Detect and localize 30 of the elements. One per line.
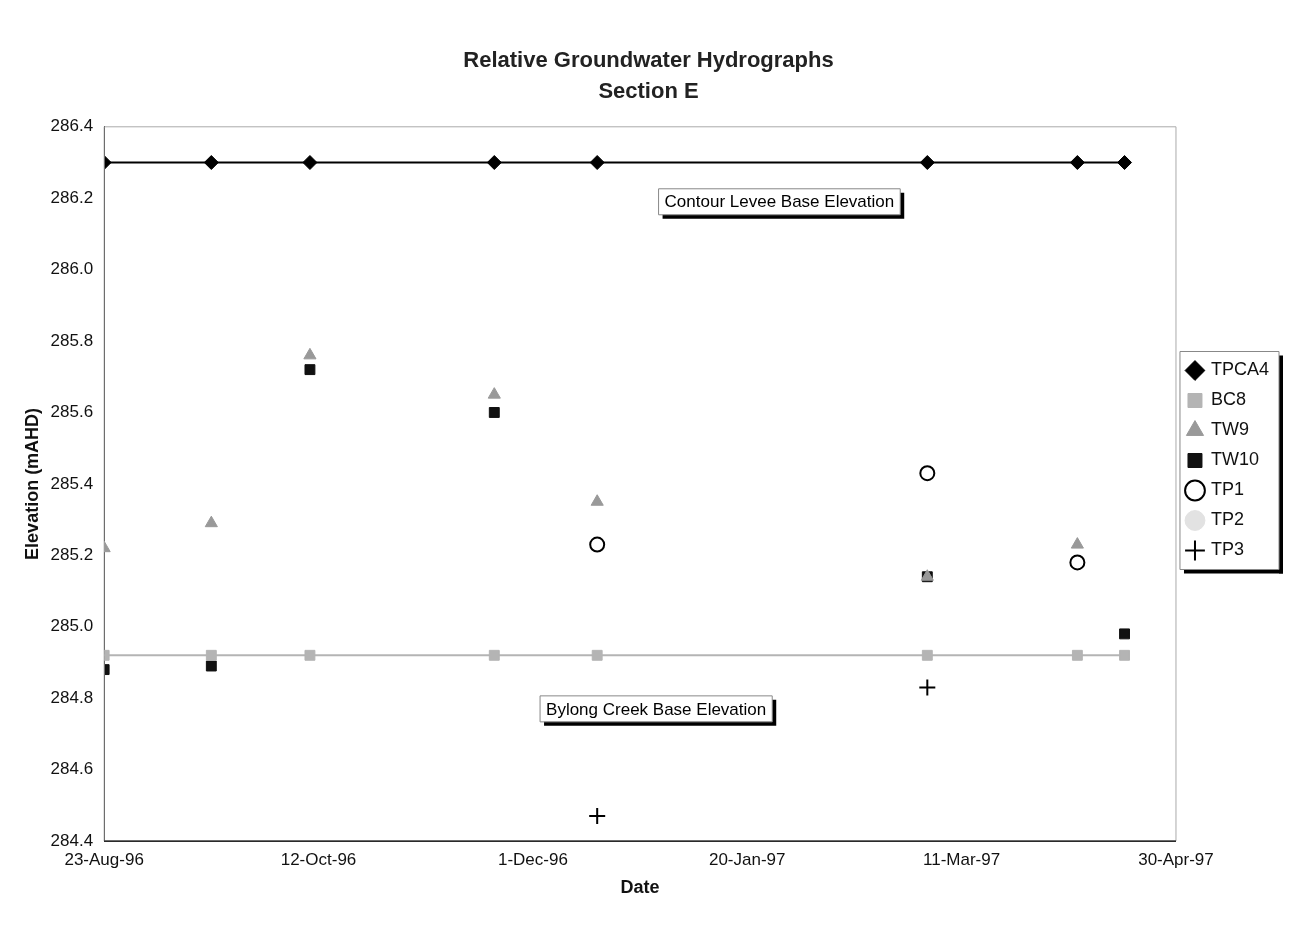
- y-tick-label: 285.8: [50, 330, 94, 350]
- x-tick-label: 30-Apr-97: [1138, 849, 1214, 869]
- x-tick-label: 20-Jan-97: [708, 849, 786, 869]
- y-tick-label: 286.4: [50, 116, 94, 136]
- legend-label: TW10: [1210, 449, 1259, 470]
- legend-label: TP2: [1210, 509, 1244, 530]
- annotation: Bylong Creek Base Elevation: [546, 699, 767, 719]
- legend-label: TW9: [1210, 419, 1249, 440]
- annotation: Contour Levee Base Elevation: [664, 192, 895, 212]
- y-tick-label: 284.6: [50, 759, 94, 779]
- legend-label: TPCA4: [1210, 359, 1270, 380]
- x-tick-label: 11-Mar-97: [923, 849, 1001, 869]
- x-tick-label: 12-Oct-96: [280, 849, 357, 869]
- y-tick-label: 285.6: [50, 402, 94, 422]
- x-axis-title: Date: [620, 877, 660, 898]
- y-tick-label: 285.4: [50, 473, 94, 493]
- y-tick-label: 286.0: [50, 259, 94, 279]
- y-tick-label: 284.4: [50, 830, 94, 850]
- x-tick-label: 23-Aug-96: [64, 849, 144, 869]
- chart-title: Relative Groundwater Hydrographs: [463, 47, 834, 73]
- y-tick-label: 285.0: [50, 616, 94, 636]
- legend-label: BC8: [1210, 389, 1246, 410]
- y-tick-label: 286.2: [50, 187, 94, 207]
- y-tick-label: 284.8: [50, 687, 94, 707]
- y-tick-label: 285.2: [50, 545, 94, 565]
- legend-label: TP3: [1210, 539, 1244, 560]
- x-tick-label: 1-Dec-96: [497, 849, 568, 869]
- y-axis-title: Elevation (mAHD): [21, 407, 42, 560]
- chart-subtitle: Section E: [598, 77, 699, 103]
- legend-label: TP1: [1210, 479, 1244, 500]
